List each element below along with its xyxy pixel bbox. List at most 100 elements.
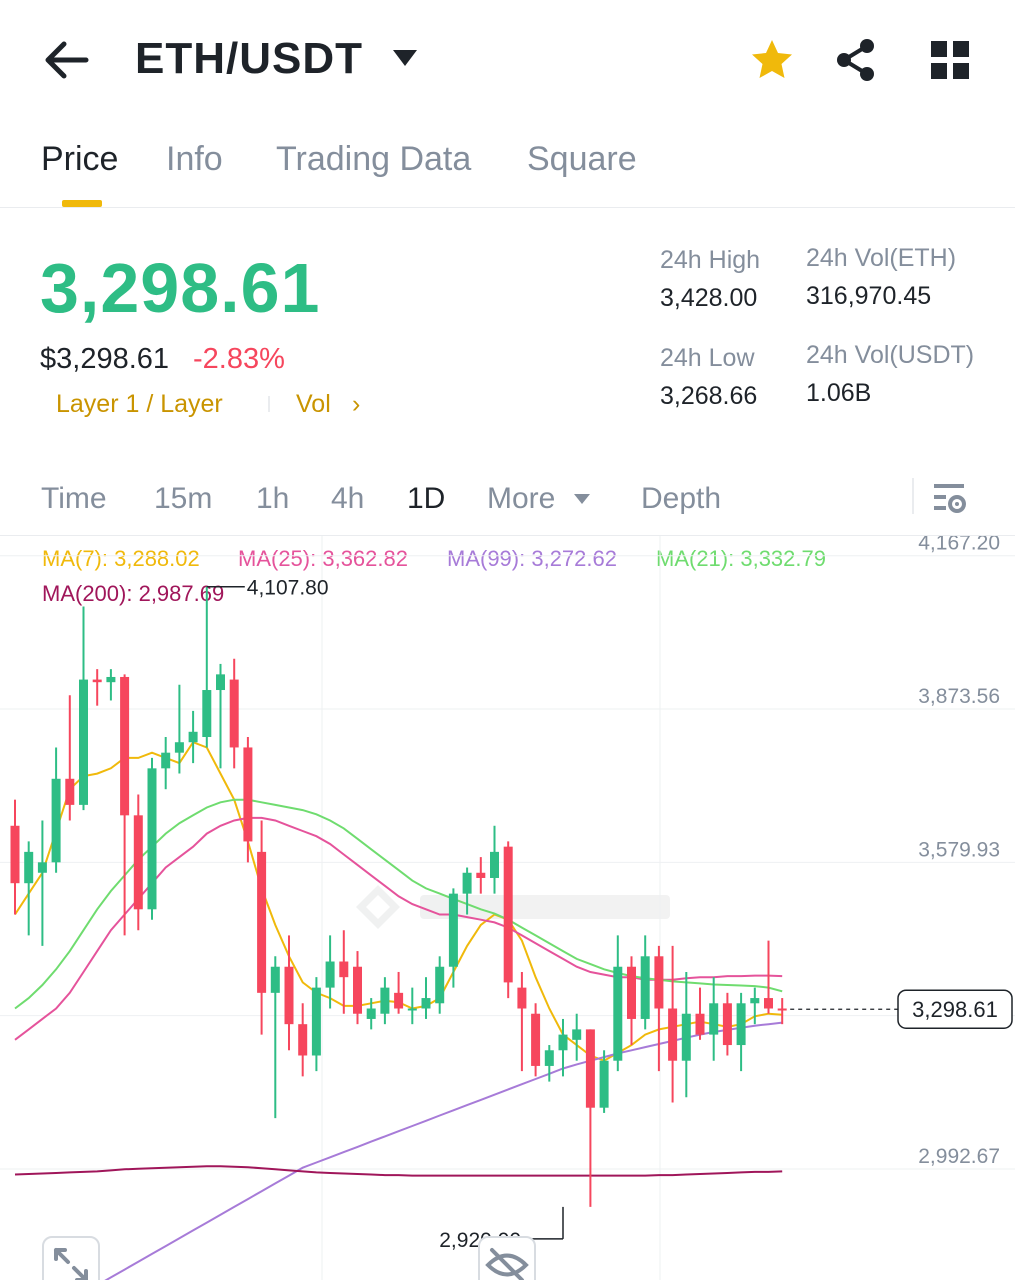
tab-price[interactable]: Price	[41, 140, 119, 178]
candle-body	[558, 1034, 568, 1051]
stat-24h-vol-usdt-label: 24h Vol(USDT)	[806, 341, 975, 369]
timeframe-divider	[912, 478, 914, 514]
candle-body	[531, 1013, 541, 1066]
timeframe-4h[interactable]: 4h	[331, 482, 365, 515]
candle-body	[257, 851, 267, 993]
y-tick-label: 2,992.67	[918, 1145, 1000, 1168]
candle-body	[51, 778, 61, 863]
stat-24h-vol-eth-value: 316,970.45	[806, 282, 932, 310]
share-icon[interactable]	[834, 36, 878, 84]
candle-body	[640, 956, 650, 1019]
candle-body	[544, 1050, 554, 1066]
candle-body	[202, 690, 212, 738]
last-price-label: 3,298.61	[912, 997, 998, 1022]
candle-body	[462, 872, 472, 894]
tag-divider	[268, 396, 270, 412]
caret-down-icon[interactable]	[390, 46, 420, 70]
timeframe-bar: Time 15m 1h 4h 1D More Depth	[0, 470, 1015, 530]
candle-body	[736, 1003, 746, 1046]
candle-body	[10, 825, 20, 884]
last-price-box	[897, 989, 1013, 1029]
candlestick-chart[interactable]: 4,167.203,873.563,579.933,286.302,992.67…	[0, 536, 1015, 1280]
ma200-label: MA(200): 2,987.69	[42, 581, 225, 606]
chart-settings-icon[interactable]	[930, 478, 970, 518]
stat-24h-low-value: 3,268.66	[660, 382, 758, 410]
active-tab-indicator	[62, 200, 102, 207]
tab-info[interactable]: Info	[166, 140, 223, 178]
candle-body	[106, 676, 116, 683]
ma99-label: MA(99): 3,272.62	[447, 546, 617, 571]
tab-bar: Price Info Trading Data Square	[0, 130, 1015, 208]
candle-body	[284, 966, 294, 1025]
timeframe-15m[interactable]: 15m	[154, 482, 213, 515]
candle-body	[435, 966, 445, 1004]
candle-body	[572, 1029, 582, 1040]
chart-divider	[0, 535, 1015, 536]
back-arrow-icon[interactable]	[40, 36, 92, 84]
ma-line	[104, 1021, 783, 1280]
timeframe-time[interactable]: Time	[41, 482, 107, 515]
ma-line	[14, 1165, 783, 1177]
candle-body	[366, 1008, 376, 1019]
ma21-label: MA(21): 3,332.79	[656, 546, 826, 571]
candle-body	[777, 1008, 787, 1011]
high-marker-label: 4,107.80	[247, 577, 329, 600]
stat-24h-high-value: 3,428.00	[660, 284, 758, 312]
timeframe-1d[interactable]: 1D	[407, 482, 446, 515]
candle-body	[709, 1003, 719, 1035]
candle-body	[353, 966, 362, 1014]
star-icon[interactable]	[748, 36, 796, 84]
top-bar: ETH/USDT	[0, 0, 1015, 120]
category-tag-layer[interactable]: Layer 1 / Layer	[56, 390, 223, 418]
category-tag-vol[interactable]: Vol	[296, 390, 331, 418]
candle-body	[161, 752, 171, 769]
candle-body	[380, 987, 390, 1014]
candle-body	[311, 987, 321, 1056]
candle-body	[79, 679, 88, 805]
expand-chart-button[interactable]	[42, 1236, 100, 1280]
stat-24h-vol-eth-label: 24h Vol(ETH)	[806, 244, 957, 272]
candle-body	[517, 987, 527, 1009]
candle-body	[188, 731, 198, 743]
pair-title[interactable]: ETH/USDT	[135, 34, 363, 83]
candle-body	[229, 679, 239, 748]
candle-body	[476, 872, 486, 878]
timeframe-more[interactable]: More	[487, 482, 556, 515]
candle-body	[65, 778, 75, 805]
y-tick-label: 3,579.93	[918, 838, 1000, 861]
candle-body	[585, 1029, 595, 1108]
price-change-percent: -2.83%	[193, 343, 285, 375]
candle-body	[490, 851, 499, 878]
ma7-label: MA(7): 3,288.02	[42, 546, 200, 571]
watermark-logo	[356, 885, 670, 929]
grid-icon[interactable]	[928, 38, 972, 82]
tab-trading-data[interactable]: Trading Data	[276, 140, 472, 178]
candle-body	[722, 1003, 732, 1046]
stat-24h-vol-usdt-value: 1.06B	[806, 379, 872, 407]
usd-price: $3,298.61	[40, 343, 170, 375]
caret-down-icon[interactable]	[572, 492, 592, 506]
candle-body	[174, 742, 184, 753]
candle-body	[695, 1013, 705, 1035]
candle-body	[654, 956, 664, 1009]
hide-indicators-button[interactable]	[478, 1236, 536, 1280]
candle-body	[421, 998, 431, 1009]
tab-depth[interactable]: Depth	[641, 482, 722, 515]
ma-line	[14, 798, 783, 1010]
candle-body	[92, 679, 102, 683]
candle-body	[216, 674, 225, 691]
candle-body	[37, 862, 47, 873]
candle-body	[270, 966, 280, 993]
timeframe-1h[interactable]: 1h	[256, 482, 290, 515]
stat-24h-low-label: 24h Low	[660, 344, 755, 372]
expand-icon	[54, 1248, 88, 1280]
ma25-label: MA(25): 3,362.82	[238, 546, 408, 571]
tab-square[interactable]: Square	[527, 140, 637, 178]
candle-body	[764, 998, 773, 1009]
candle-body	[407, 1008, 417, 1011]
candle-body	[448, 893, 458, 967]
candle-body	[133, 815, 143, 910]
candle-body	[325, 961, 335, 988]
y-tick-label: 4,167.20	[918, 536, 1000, 555]
chevron-right-icon[interactable]: ›	[352, 390, 361, 418]
